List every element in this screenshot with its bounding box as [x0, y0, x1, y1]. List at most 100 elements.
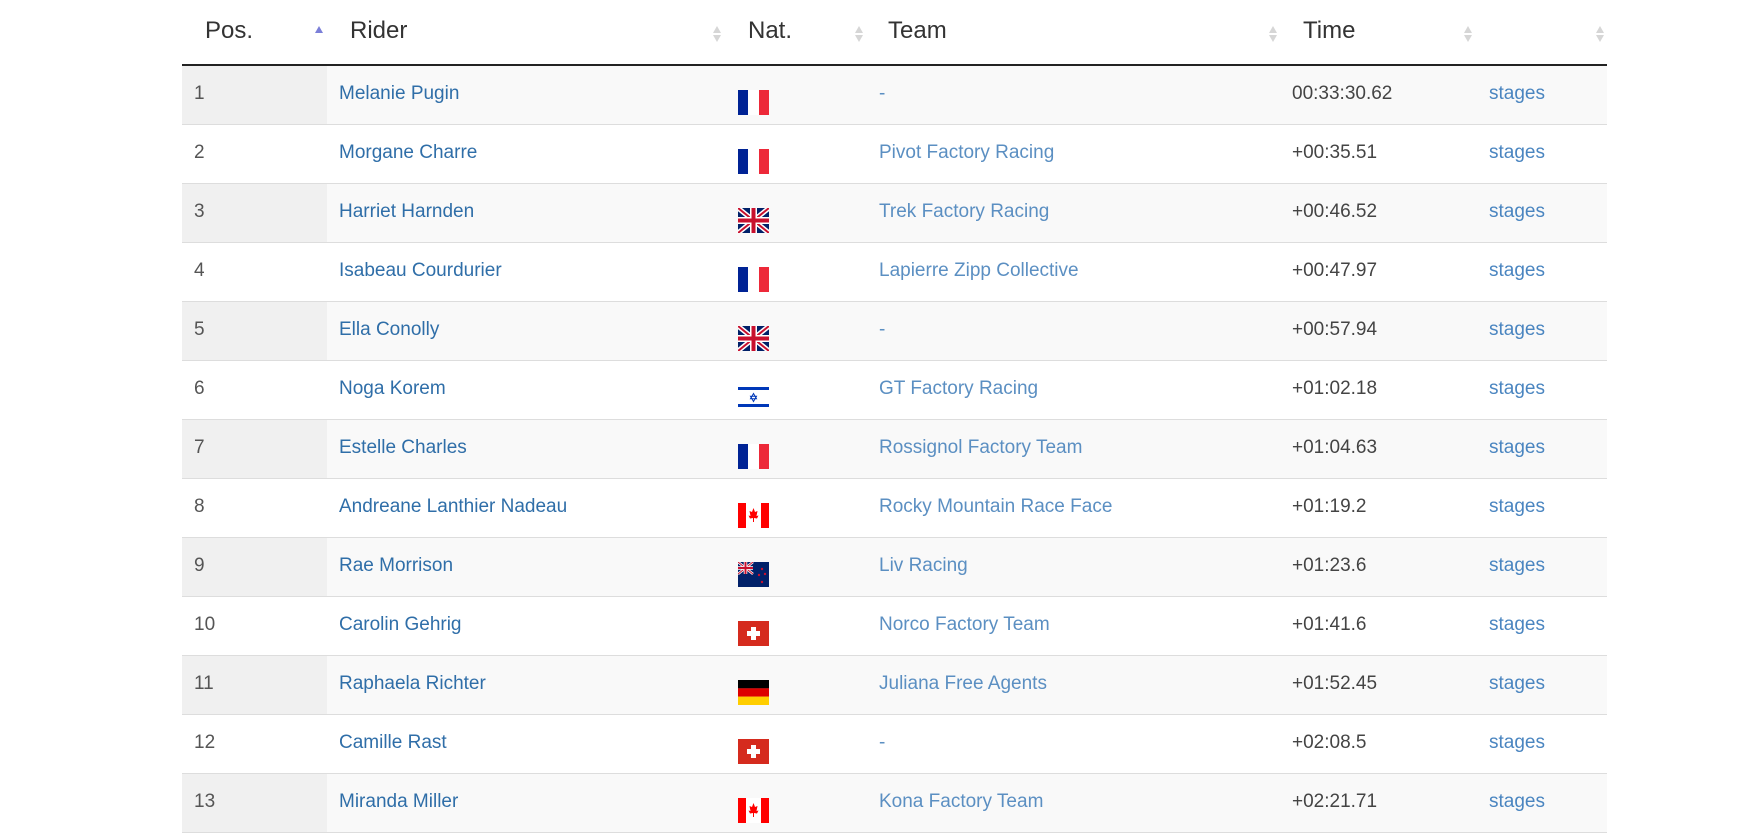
rider-link[interactable]: Raphaela Richter — [339, 673, 486, 694]
stages-link[interactable]: stages — [1489, 142, 1545, 163]
stages-link[interactable]: stages — [1489, 732, 1545, 753]
table-row: 10 Carolin Gehrig Norco Factory Team +01:41… — [182, 597, 1607, 656]
position: 5 — [194, 319, 205, 340]
team-link: - — [879, 732, 886, 753]
position: 12 — [194, 732, 216, 753]
rider-link[interactable]: Morgane Charre — [339, 142, 478, 163]
header-label[interactable]: Team — [888, 17, 947, 44]
stages-link[interactable]: stages — [1489, 319, 1545, 340]
flag-ca-icon — [738, 503, 769, 528]
team-link: - — [879, 83, 886, 104]
sort-icon[interactable] — [712, 24, 722, 44]
team-link[interactable]: Rossignol Factory Team — [879, 437, 1083, 458]
flag-fr-icon — [738, 444, 769, 469]
position-cell — [182, 184, 327, 242]
position: 2 — [194, 142, 205, 163]
flag-nz-icon — [738, 562, 769, 587]
rider-link[interactable]: Melanie Pugin — [339, 83, 460, 104]
results-table: Pos. Rider Nat. Team Time 1 Melanie Pugin - 00:… — [182, 0, 1607, 833]
time: +00:35.51 — [1292, 142, 1378, 163]
header-label[interactable]: Nat. — [748, 17, 793, 44]
team-link: - — [879, 319, 886, 340]
team-link[interactable]: GT Factory Racing — [879, 378, 1039, 399]
table-row: 7 Estelle Charles Rossignol Factory Team +0… — [182, 420, 1607, 479]
rider-link[interactable]: Carolin Gehrig — [339, 614, 462, 635]
flag-ch-icon — [738, 739, 769, 764]
flag-ch-icon — [738, 621, 769, 646]
time: +02:21.71 — [1292, 791, 1378, 812]
header-label[interactable]: Rider — [350, 17, 408, 44]
rider-link[interactable]: Harriet Harnden — [339, 201, 475, 222]
table-header: Pos. Rider Nat. Team Time — [182, 0, 1607, 66]
time: +00:47.97 — [1292, 260, 1378, 281]
flag-fr-icon — [738, 149, 769, 174]
team-link[interactable]: Lapierre Zipp Collective — [879, 260, 1079, 281]
rider-link[interactable]: Estelle Charles — [339, 437, 467, 458]
time: +01:41.6 — [1292, 614, 1367, 635]
stages-link[interactable]: stages — [1489, 496, 1545, 517]
flag-gb-icon — [738, 326, 769, 351]
time: +01:04.63 — [1292, 437, 1378, 458]
rider-link[interactable]: Andreane Lanthier Nadeau — [339, 496, 568, 517]
table-row: 11 Raphaela Richter Juliana Free Agents +01… — [182, 656, 1607, 715]
rider-link[interactable]: Noga Korem — [339, 378, 446, 399]
table-row: 3 Harriet Harnden Trek Factory Racing +00:4… — [182, 184, 1607, 243]
table-row: 8 Andreane Lanthier Nadeau Rocky Mountain … — [182, 479, 1607, 538]
flag-ca-icon — [738, 798, 769, 823]
rider-link[interactable]: Camille Rast — [339, 732, 447, 753]
position-cell — [182, 66, 327, 124]
table-row: 1 Melanie Pugin - 00:33:30.62 stages — [182, 66, 1607, 125]
table-row: 4 Isabeau Courdurier Lapierre Zipp Collect… — [182, 243, 1607, 302]
stages-link[interactable]: stages — [1489, 201, 1545, 222]
stages-link[interactable]: stages — [1489, 83, 1545, 104]
rider-link[interactable]: Ella Conolly — [339, 319, 440, 340]
header-label[interactable]: Pos. — [205, 17, 254, 44]
position-cell — [182, 774, 327, 832]
position: 8 — [194, 496, 205, 517]
rider-link[interactable]: Miranda Miller — [339, 791, 459, 812]
flag-de-icon — [738, 680, 769, 705]
position: 10 — [194, 614, 216, 635]
sort-icon[interactable] — [1463, 24, 1473, 44]
header-label[interactable]: Time — [1303, 17, 1356, 44]
position-cell — [182, 420, 327, 478]
team-link[interactable]: Kona Factory Team — [879, 791, 1044, 812]
position: 1 — [194, 83, 205, 104]
flag-gb-icon — [738, 208, 769, 233]
sort-icon[interactable] — [1268, 24, 1278, 44]
position: 9 — [194, 555, 205, 576]
team-link[interactable]: Pivot Factory Racing — [879, 142, 1055, 163]
stages-link[interactable]: stages — [1489, 673, 1545, 694]
position: 13 — [194, 791, 216, 812]
team-link[interactable]: Norco Factory Team — [879, 614, 1050, 635]
team-link[interactable]: Trek Factory Racing — [879, 201, 1050, 222]
position-cell — [182, 538, 327, 596]
table-row: 2 Morgane Charre Pivot Factory Racing +00:3… — [182, 125, 1607, 184]
sort-icon[interactable] — [1595, 24, 1605, 44]
position: 11 — [194, 673, 214, 694]
rider-link[interactable]: Rae Morrison — [339, 555, 454, 576]
stages-link[interactable]: stages — [1489, 437, 1545, 458]
team-link[interactable]: Juliana Free Agents — [879, 673, 1047, 694]
stages-link[interactable]: stages — [1489, 378, 1545, 399]
time: +01:19.2 — [1292, 496, 1367, 517]
position-cell — [182, 302, 327, 360]
stages-link[interactable]: stages — [1489, 614, 1545, 635]
rider-link[interactable]: Isabeau Courdurier — [339, 260, 502, 281]
sort-ascending-icon[interactable] — [314, 24, 324, 44]
position: 3 — [194, 201, 205, 222]
stages-link[interactable]: stages — [1489, 555, 1545, 576]
table-row: 13 Miranda Miller Kona Factory Team +02:21.… — [182, 774, 1607, 833]
stages-link[interactable]: stages — [1489, 260, 1545, 281]
position: 4 — [194, 260, 205, 281]
table-row: 12 Camille Rast - +02:08.5 stages — [182, 715, 1607, 774]
stages-link[interactable]: stages — [1489, 791, 1545, 812]
sort-icon[interactable] — [854, 24, 864, 44]
team-link[interactable]: Liv Racing — [879, 555, 968, 576]
team-link[interactable]: Rocky Mountain Race Face — [879, 496, 1113, 517]
table-row: 5 Ella Conolly - +00:57.94 stages — [182, 302, 1607, 361]
flag-il-icon — [738, 385, 769, 410]
time: +00:57.94 — [1292, 319, 1378, 340]
time: +01:02.18 — [1292, 378, 1378, 399]
time: +02:08.5 — [1292, 732, 1367, 753]
